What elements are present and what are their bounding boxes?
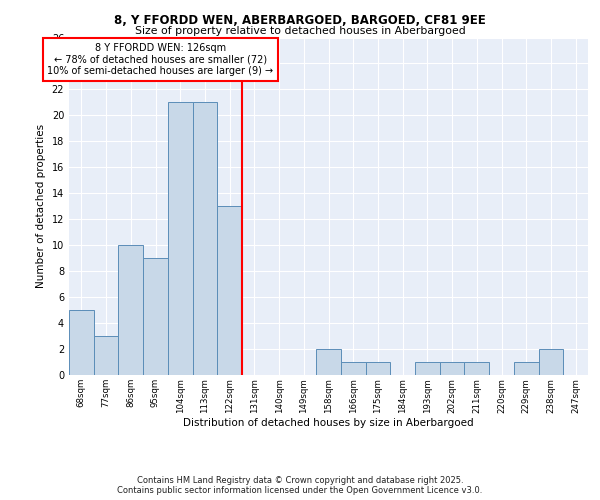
- Text: Contains HM Land Registry data © Crown copyright and database right 2025.: Contains HM Land Registry data © Crown c…: [137, 476, 463, 485]
- Bar: [514, 362, 539, 375]
- Bar: [365, 362, 390, 375]
- X-axis label: Distribution of detached houses by size in Aberbargoed: Distribution of detached houses by size …: [183, 418, 474, 428]
- Y-axis label: Number of detached properties: Number of detached properties: [36, 124, 46, 288]
- Bar: [168, 102, 193, 375]
- Text: 8 Y FFORDD WEN: 126sqm
← 78% of detached houses are smaller (72)
10% of semi-det: 8 Y FFORDD WEN: 126sqm ← 78% of detached…: [47, 42, 274, 76]
- Text: 8, Y FFORDD WEN, ABERBARGOED, BARGOED, CF81 9EE: 8, Y FFORDD WEN, ABERBARGOED, BARGOED, C…: [114, 14, 486, 27]
- Bar: [118, 245, 143, 375]
- Bar: [94, 336, 118, 375]
- Bar: [193, 102, 217, 375]
- Bar: [415, 362, 440, 375]
- Bar: [341, 362, 365, 375]
- Bar: [143, 258, 168, 375]
- Text: Size of property relative to detached houses in Aberbargoed: Size of property relative to detached ho…: [134, 26, 466, 36]
- Bar: [69, 310, 94, 375]
- Bar: [539, 349, 563, 375]
- Bar: [440, 362, 464, 375]
- Bar: [316, 349, 341, 375]
- Text: Contains public sector information licensed under the Open Government Licence v3: Contains public sector information licen…: [118, 486, 482, 495]
- Bar: [464, 362, 489, 375]
- Bar: [217, 206, 242, 375]
